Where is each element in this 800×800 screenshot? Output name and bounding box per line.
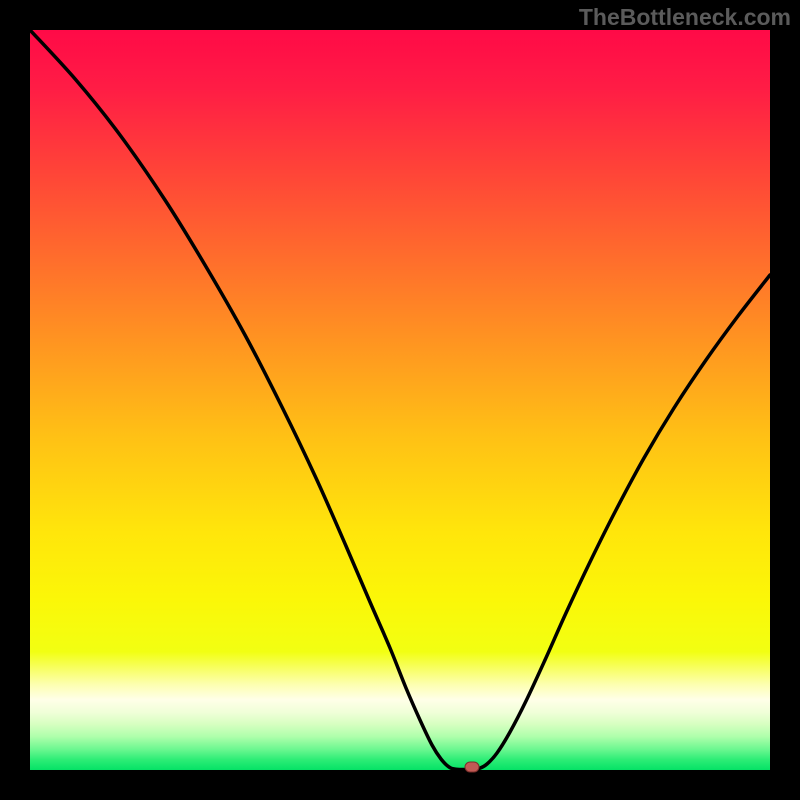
minimum-marker bbox=[465, 762, 479, 772]
chart-svg bbox=[0, 0, 800, 800]
plot-background-gradient bbox=[30, 30, 770, 770]
watermark-text: TheBottleneck.com bbox=[579, 4, 791, 31]
